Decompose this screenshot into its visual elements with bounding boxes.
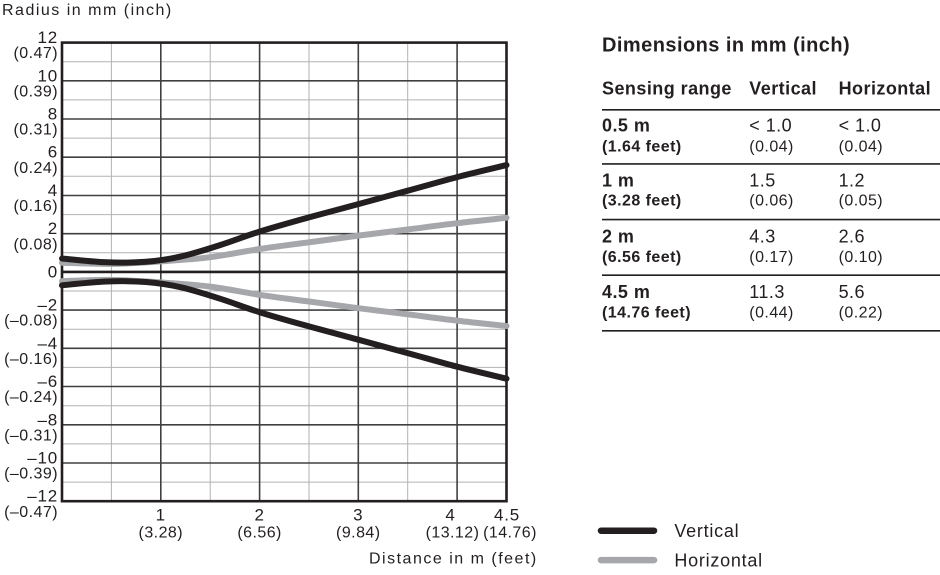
svg-text:(1.64 feet): (1.64 feet) bbox=[602, 138, 682, 155]
svg-text:(–0.47): (–0.47) bbox=[4, 504, 58, 521]
svg-text:(0.24): (0.24) bbox=[14, 160, 59, 177]
svg-text:2.6: 2.6 bbox=[839, 227, 865, 247]
svg-text:2 m: 2 m bbox=[602, 227, 634, 247]
svg-text:< 1.0: < 1.0 bbox=[839, 115, 882, 135]
svg-text:(9.84): (9.84) bbox=[336, 525, 381, 542]
svg-text:Radius in mm (inch): Radius in mm (inch) bbox=[2, 2, 173, 19]
svg-text:(0.10): (0.10) bbox=[839, 249, 884, 266]
svg-text:(3.28): (3.28) bbox=[139, 525, 184, 542]
svg-text:(–0.16): (–0.16) bbox=[4, 351, 58, 368]
svg-text:–8: –8 bbox=[37, 410, 58, 429]
svg-text:4.5: 4.5 bbox=[494, 505, 520, 524]
svg-text:(0.17): (0.17) bbox=[749, 249, 794, 266]
svg-text:–4: –4 bbox=[37, 334, 58, 353]
svg-text:(3.28 feet): (3.28 feet) bbox=[602, 193, 682, 210]
svg-text:(–0.39): (–0.39) bbox=[4, 466, 58, 483]
svg-text:1 m: 1 m bbox=[602, 170, 634, 190]
svg-text:Horizontal: Horizontal bbox=[674, 551, 763, 571]
svg-text:10: 10 bbox=[37, 66, 58, 85]
svg-text:0: 0 bbox=[48, 262, 58, 281]
svg-text:6: 6 bbox=[48, 143, 58, 162]
svg-text:–6: –6 bbox=[37, 372, 58, 391]
svg-text:2: 2 bbox=[48, 219, 58, 238]
svg-text:Vertical: Vertical bbox=[674, 521, 739, 541]
svg-text:1.5: 1.5 bbox=[749, 170, 775, 190]
svg-text:(–0.31): (–0.31) bbox=[4, 427, 58, 444]
svg-text:2: 2 bbox=[254, 505, 264, 524]
svg-text:12: 12 bbox=[37, 28, 58, 47]
svg-text:Vertical: Vertical bbox=[749, 79, 817, 99]
svg-text:5.6: 5.6 bbox=[839, 282, 865, 302]
svg-text:Horizontal: Horizontal bbox=[839, 79, 932, 99]
svg-text:–2: –2 bbox=[37, 296, 58, 315]
svg-text:(0.06): (0.06) bbox=[749, 193, 794, 210]
svg-text:(6.56): (6.56) bbox=[237, 525, 282, 542]
svg-text:(0.04): (0.04) bbox=[749, 138, 794, 155]
svg-text:(0.39): (0.39) bbox=[14, 83, 59, 100]
svg-text:(0.31): (0.31) bbox=[14, 122, 59, 139]
svg-text:4: 4 bbox=[445, 505, 455, 524]
svg-text:(0.47): (0.47) bbox=[14, 45, 59, 62]
svg-text:–10: –10 bbox=[27, 449, 58, 468]
svg-text:Distance in m (feet): Distance in m (feet) bbox=[369, 551, 538, 568]
svg-text:(0.22): (0.22) bbox=[839, 304, 884, 321]
svg-text:4: 4 bbox=[48, 181, 58, 200]
svg-text:8: 8 bbox=[48, 105, 58, 124]
svg-text:3: 3 bbox=[353, 505, 363, 524]
svg-text:(0.16): (0.16) bbox=[14, 198, 59, 215]
svg-text:(14.76 feet): (14.76 feet) bbox=[602, 304, 691, 321]
svg-text:Dimensions in mm (inch): Dimensions in mm (inch) bbox=[602, 34, 850, 56]
svg-text:(0.44): (0.44) bbox=[749, 304, 794, 321]
svg-text:–12: –12 bbox=[27, 487, 58, 506]
svg-text:(14.76): (14.76) bbox=[483, 525, 537, 542]
svg-text:(6.56 feet): (6.56 feet) bbox=[602, 249, 682, 266]
svg-text:(–0.08): (–0.08) bbox=[4, 313, 58, 330]
svg-text:1.2: 1.2 bbox=[839, 170, 865, 190]
svg-text:(0.04): (0.04) bbox=[839, 138, 884, 155]
svg-text:4.3: 4.3 bbox=[749, 227, 775, 247]
svg-text:< 1.0: < 1.0 bbox=[749, 115, 792, 135]
svg-text:4.5 m: 4.5 m bbox=[602, 282, 650, 302]
svg-text:11.3: 11.3 bbox=[749, 282, 785, 302]
svg-text:(–0.24): (–0.24) bbox=[4, 389, 58, 406]
svg-text:Sensing range: Sensing range bbox=[602, 79, 732, 99]
svg-text:(13.12): (13.12) bbox=[426, 525, 480, 542]
svg-text:(0.08): (0.08) bbox=[14, 236, 59, 253]
svg-text:(0.05): (0.05) bbox=[839, 193, 884, 210]
svg-text:1: 1 bbox=[156, 505, 166, 524]
svg-text:0.5 m: 0.5 m bbox=[602, 115, 650, 135]
